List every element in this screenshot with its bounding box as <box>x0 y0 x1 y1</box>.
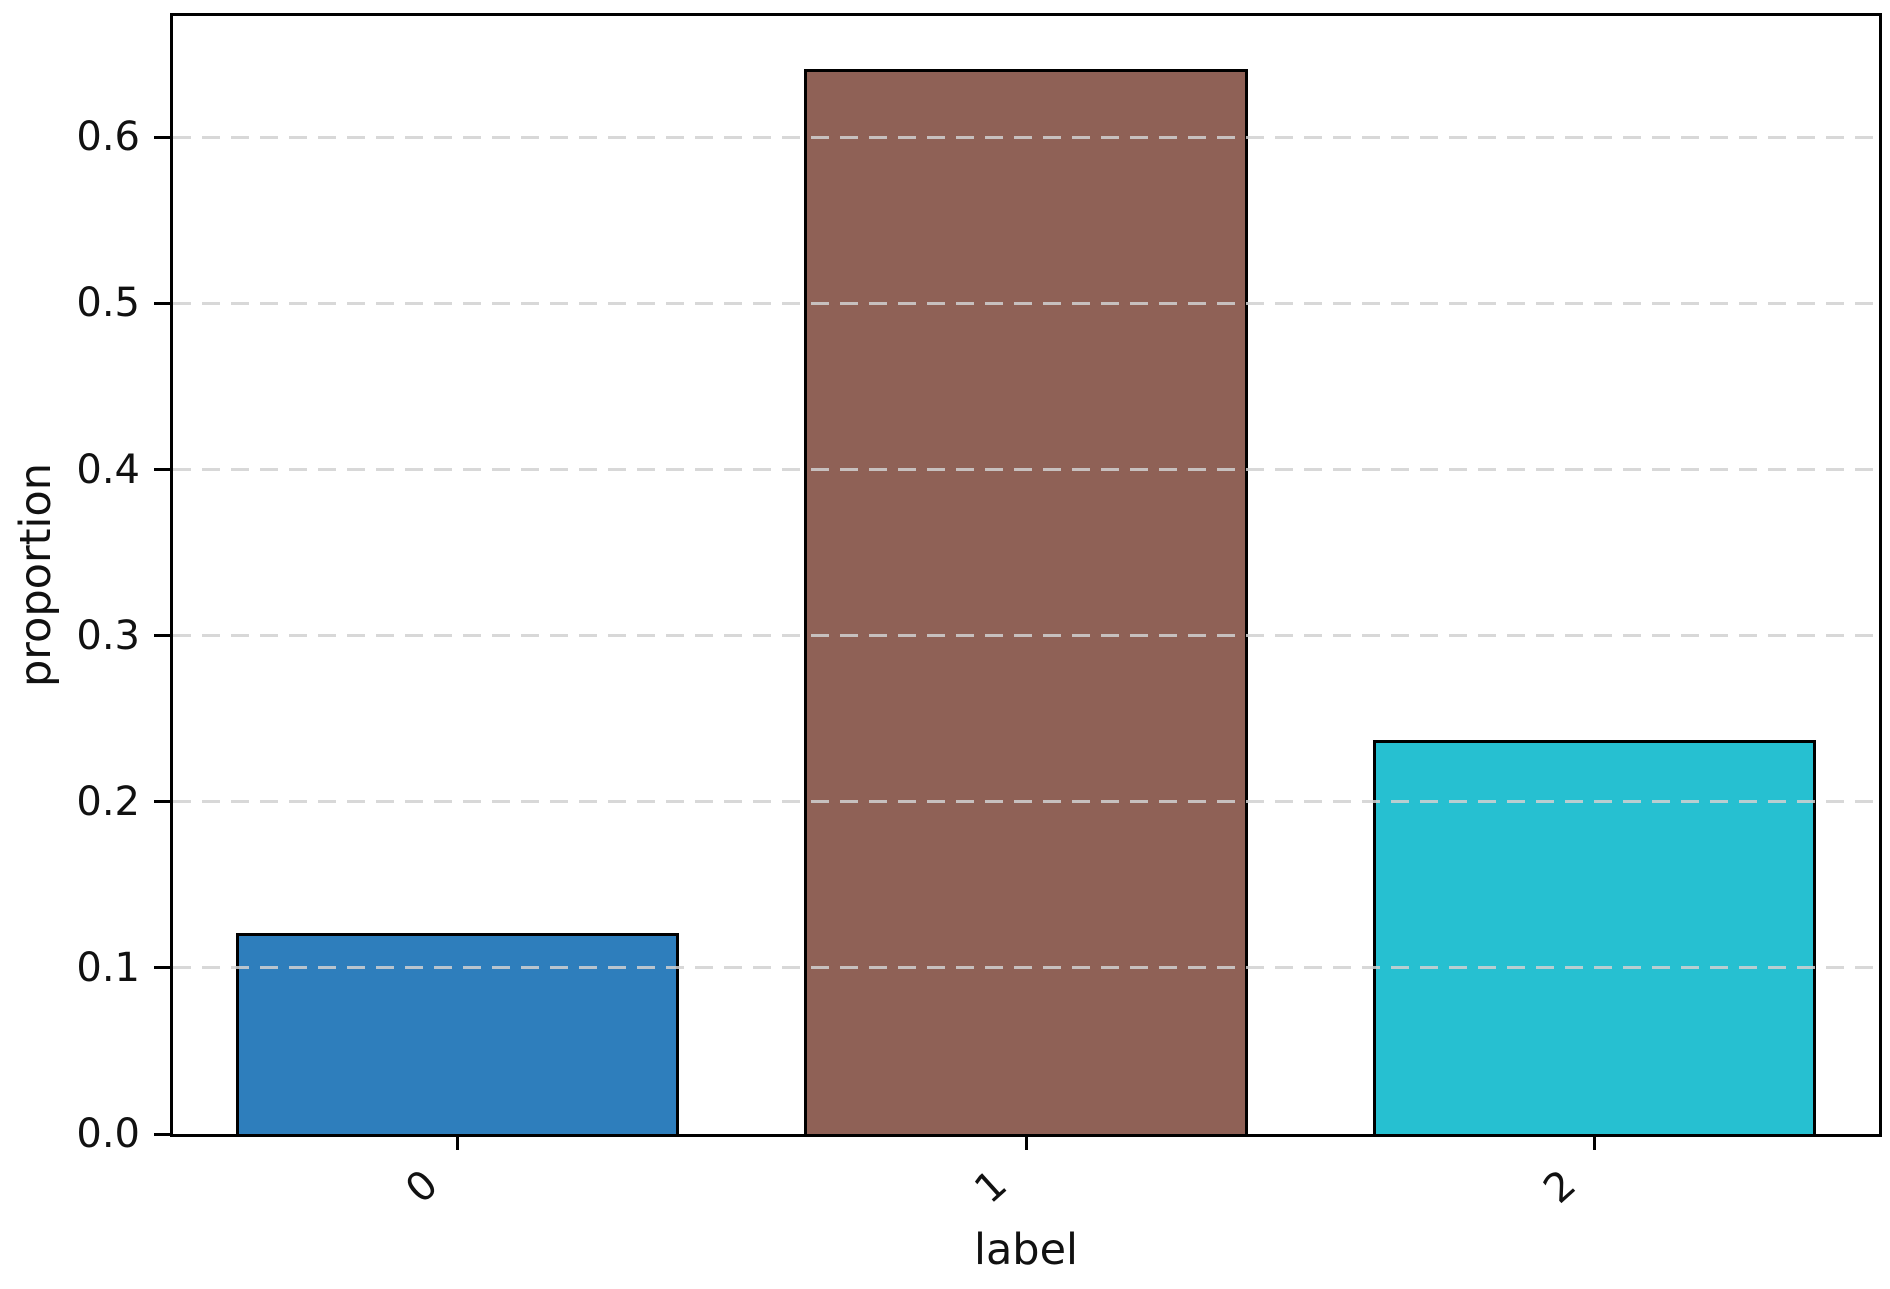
x-tick-label-0: 0 <box>397 1161 448 1213</box>
y-tick-label-0.0: 0.0 <box>76 1111 140 1157</box>
x-tick-mark-2 <box>1593 1134 1597 1150</box>
y-axis-label: proportion <box>11 463 61 687</box>
y-tick-label-0.1: 0.1 <box>76 944 140 991</box>
bar-category-1 <box>804 69 1248 1134</box>
y-tick-mark-0.4 <box>154 468 170 471</box>
y-tick-mark-0.3 <box>154 634 170 638</box>
gridline-0.4 <box>173 468 1879 472</box>
y-tick-label-0.6: 0.6 <box>76 114 140 161</box>
x-tick-mark-1 <box>1024 1134 1028 1150</box>
plot-area <box>170 13 1882 1137</box>
bar-category-0 <box>235 933 680 1134</box>
x-tick-label-1: 1 <box>966 1161 1016 1213</box>
gridline-0.3 <box>173 634 1879 638</box>
x-axis-label: label <box>974 1225 1078 1275</box>
gridline-0.1 <box>173 966 1879 970</box>
y-tick-label-0.2: 0.2 <box>76 778 140 825</box>
y-tick-mark-0.6 <box>154 135 170 139</box>
x-tick-mark-0 <box>455 1134 459 1150</box>
y-tick-label-0.4: 0.4 <box>76 446 140 493</box>
x-tick-label-2: 2 <box>1534 1161 1585 1213</box>
gridline-0.2 <box>173 800 1879 804</box>
y-tick-mark-0.2 <box>154 800 170 804</box>
y-tick-mark-0.5 <box>154 301 170 305</box>
bar-category-2 <box>1372 740 1817 1134</box>
y-tick-label-0.5: 0.5 <box>76 280 140 327</box>
y-tick-label-0.3: 0.3 <box>76 612 140 659</box>
y-tick-mark-0.1 <box>154 966 170 970</box>
gridline-0.5 <box>173 301 1879 305</box>
y-tick-mark-0.0 <box>154 1132 170 1136</box>
gridline-0.6 <box>173 135 1879 139</box>
